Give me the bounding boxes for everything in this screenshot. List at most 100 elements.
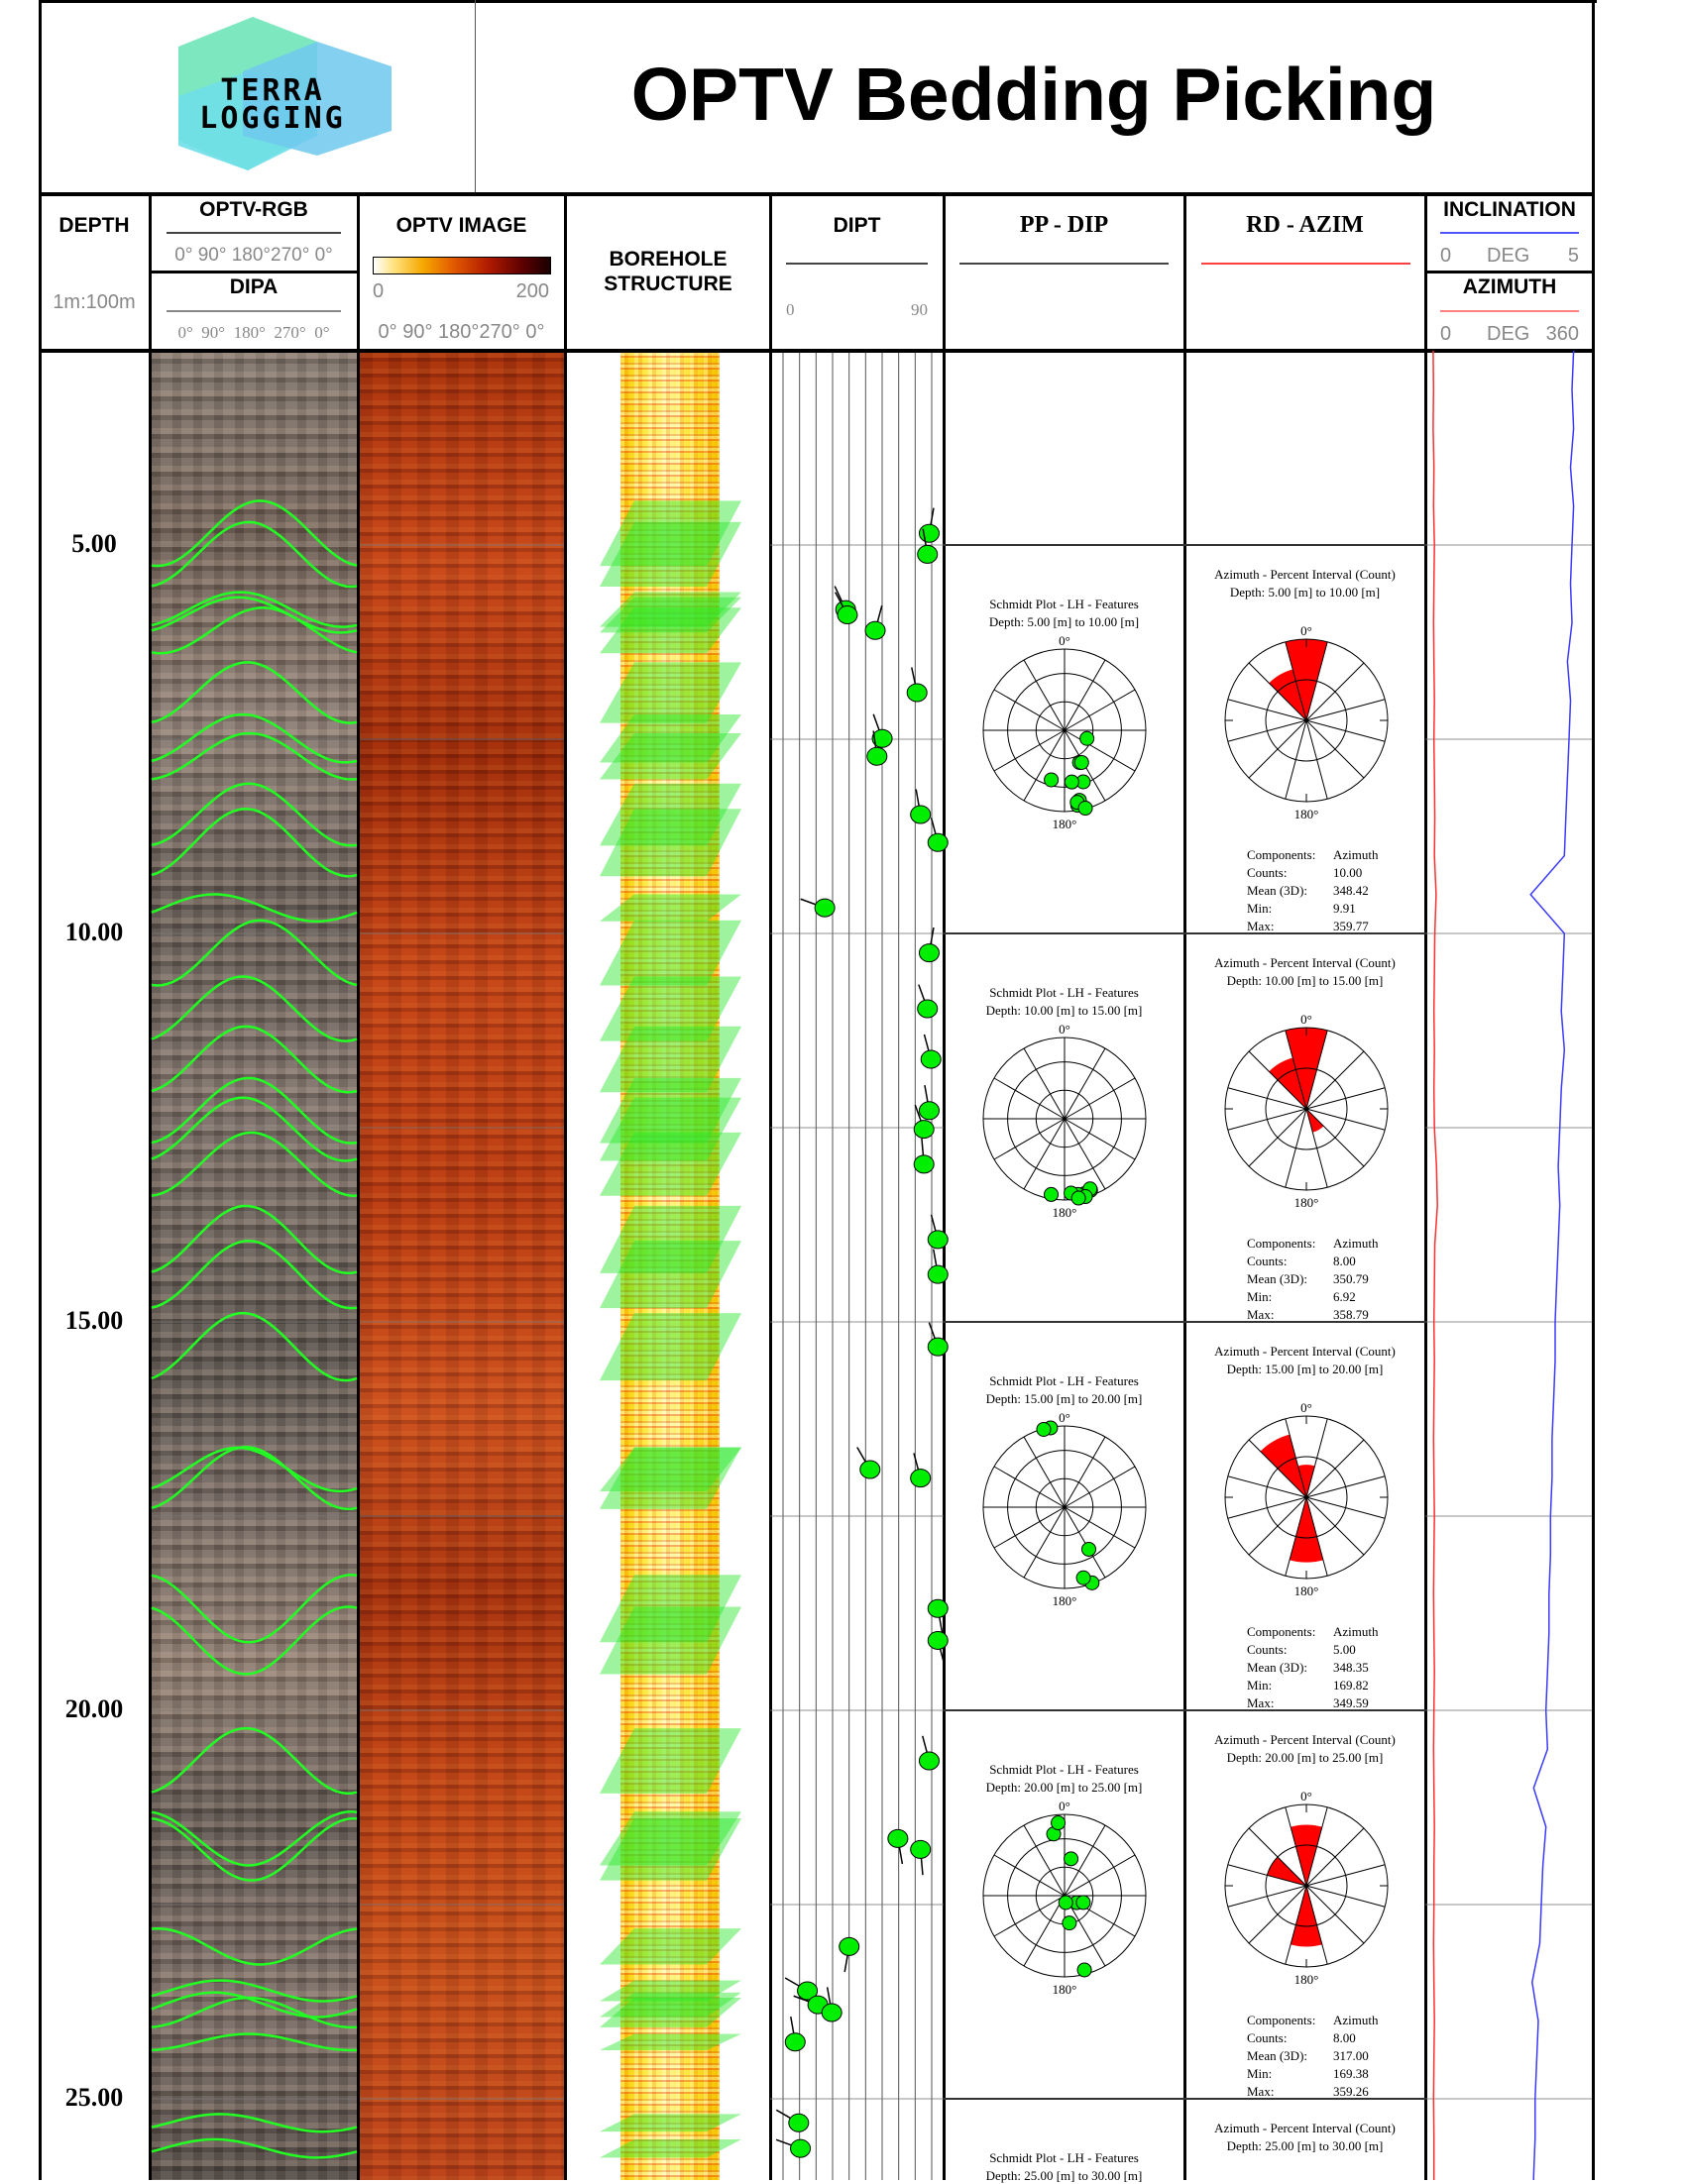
schmidt-depth-range: Depth: 5.00 [m] to 10.00 [m] bbox=[988, 614, 1140, 629]
rose-spoke bbox=[1227, 1496, 1307, 1519]
schmidt-spoke bbox=[1064, 1077, 1136, 1120]
rose-stat-value: 348.42 bbox=[1333, 883, 1369, 898]
bedding-plane bbox=[600, 1998, 741, 2027]
rose-sector bbox=[1290, 1497, 1323, 1563]
rose-stat-value: 358.79 bbox=[1333, 1307, 1369, 1322]
bedding-sinusoid bbox=[151, 712, 358, 764]
rose-spoke bbox=[1305, 1885, 1328, 1965]
tadpole-marker bbox=[910, 1469, 932, 1488]
dipa-header: DIPA bbox=[229, 275, 279, 298]
schmidt-spoke bbox=[1064, 1436, 1106, 1508]
rose-title: Azimuth - Percent Interval (Count) bbox=[1214, 955, 1396, 970]
azimuth-curve bbox=[1432, 350, 1438, 2180]
rose-spoke bbox=[1248, 1885, 1307, 1944]
rose-spoke bbox=[1227, 699, 1307, 721]
rose-ring bbox=[1265, 1067, 1348, 1150]
rose-spoke bbox=[1305, 1108, 1386, 1131]
bedding-plane bbox=[600, 2033, 741, 2051]
bedding-sinusoid bbox=[151, 1204, 358, 1275]
optv-rgb-image bbox=[152, 353, 357, 2180]
rose-spoke bbox=[1227, 1864, 1307, 1887]
rose-spoke bbox=[1305, 1030, 1328, 1110]
schmidt-spoke bbox=[1064, 1506, 1106, 1579]
left-border bbox=[39, 0, 42, 2180]
bedding-plane bbox=[600, 1818, 741, 1881]
bedding-sinusoid bbox=[151, 1076, 358, 1145]
tadpole-marker bbox=[913, 1120, 935, 1140]
rose-sector bbox=[1260, 1434, 1306, 1497]
incl-split bbox=[1425, 271, 1594, 273]
bedding-sinusoid bbox=[151, 1025, 358, 1094]
page-title: OPTV Bedding Picking bbox=[630, 53, 1437, 136]
schmidt-north-label: 0° bbox=[1059, 1799, 1070, 1813]
bedding-plane bbox=[600, 1980, 741, 2002]
bedding-sinusoid bbox=[151, 1311, 358, 1382]
rose-spoke bbox=[1305, 662, 1365, 721]
rose-sector bbox=[1306, 1109, 1324, 1133]
bedding-plane bbox=[600, 783, 741, 846]
schmidt-south-label: 180° bbox=[1052, 1593, 1077, 1608]
schmidt-title: Schmidt Plot - LH - Features bbox=[989, 1373, 1139, 1388]
rose-stat-value: 6.92 bbox=[1333, 1289, 1356, 1304]
azimuth-header: AZIMUTH bbox=[1462, 275, 1557, 298]
bedding-sinusoid bbox=[151, 499, 358, 568]
rose-spoke bbox=[1285, 1418, 1307, 1498]
schmidt-spoke bbox=[1023, 1824, 1066, 1897]
schmidt-pole-point bbox=[1044, 1186, 1060, 1202]
schmidt-spoke bbox=[1064, 1506, 1136, 1549]
tadpole-marker bbox=[910, 1839, 932, 1859]
bedding-sinusoid bbox=[151, 1574, 358, 1644]
schmidt-pole-point bbox=[1073, 754, 1089, 770]
tadpole-marker bbox=[918, 1751, 940, 1771]
rose-stat-label: Min: bbox=[1247, 901, 1273, 916]
rose-spoke bbox=[1248, 1496, 1307, 1556]
column-divider bbox=[564, 194, 567, 2180]
ppdip-underline bbox=[959, 263, 1169, 265]
bedding-sinusoid bbox=[151, 596, 358, 634]
schmidt-pole-point bbox=[1051, 1815, 1067, 1831]
schmidt-spoke bbox=[993, 1118, 1066, 1160]
rose-spoke bbox=[1305, 1439, 1365, 1498]
schmidt-spoke bbox=[1064, 659, 1106, 731]
schmidt-pole-point bbox=[1076, 1962, 1092, 1978]
depth-label: 25.00 bbox=[64, 2083, 124, 2112]
bedding-sinusoid bbox=[151, 2113, 358, 2133]
rose-spoke bbox=[1305, 1108, 1328, 1188]
bedding-sinusoid bbox=[151, 975, 358, 1042]
azimuth-min: 0 bbox=[1440, 323, 1452, 345]
rose-spoke bbox=[1285, 1806, 1307, 1887]
rose-depth-range: Depth: 10.00 [m] to 15.00 [m] bbox=[1226, 973, 1384, 988]
bedding-sinusoid bbox=[151, 1131, 358, 1197]
rose-north-label: 0° bbox=[1300, 1400, 1312, 1415]
rose-spoke bbox=[1285, 1885, 1307, 1965]
rose-spoke bbox=[1248, 662, 1307, 721]
tadpole-marker bbox=[927, 1337, 949, 1357]
rose-stat-label: Min: bbox=[1247, 2066, 1273, 2081]
tadpole-marker bbox=[917, 999, 939, 1019]
bedding-sinusoid bbox=[151, 1239, 358, 1310]
rose-spoke bbox=[1227, 1475, 1307, 1498]
rose-spoke bbox=[1305, 1496, 1386, 1519]
rose-stat-value: 349.59 bbox=[1333, 1695, 1369, 1710]
schmidt-spoke bbox=[1064, 1824, 1106, 1897]
schmidt-pole-point bbox=[1062, 1915, 1077, 1931]
rose-sector bbox=[1269, 1057, 1306, 1109]
schmidt-title: Schmidt Plot - LH - Features bbox=[989, 1762, 1139, 1777]
schmidt-pole-point bbox=[1036, 1421, 1052, 1437]
schmidt-spoke bbox=[1023, 1047, 1066, 1120]
schmidt-spoke bbox=[1064, 1854, 1136, 1897]
rose-south-label: 180° bbox=[1293, 1583, 1319, 1598]
rdazim-header: RD - AZIM bbox=[1246, 212, 1364, 238]
tadpole-marker bbox=[784, 2032, 806, 2052]
tadpole-marker bbox=[790, 2138, 812, 2158]
logo: TERRA LOGGING bbox=[168, 12, 396, 175]
rose-north-label: 0° bbox=[1300, 623, 1312, 638]
depth-label: 10.00 bbox=[64, 918, 124, 946]
bedding-sinusoid bbox=[151, 731, 358, 781]
bedding-plane bbox=[600, 1077, 741, 1144]
bedding-sinusoid bbox=[151, 1446, 358, 1511]
rose-stat-value: 169.82 bbox=[1333, 1678, 1369, 1693]
dipa-ticks: 0° 90° 180° 270° 0° bbox=[177, 323, 330, 342]
bedding-sinusoid bbox=[151, 1809, 358, 1867]
